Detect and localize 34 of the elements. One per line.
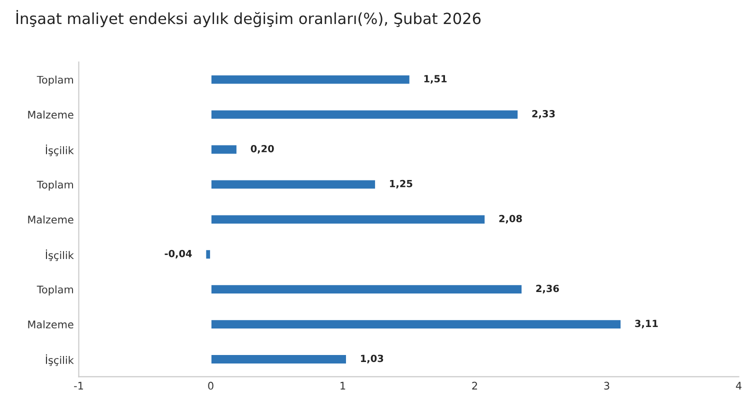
bar (210, 284, 523, 295)
bar (204, 248, 212, 260)
bar (210, 318, 622, 330)
bar (210, 354, 348, 365)
chart-title: İnşaat maliyet endeksi aylık değişim oranları(%), Şubat 2026 (16, 10, 481, 28)
y-tick-label: Toplam (36, 285, 74, 296)
data-label: 2,08 (499, 214, 522, 224)
data-label: 2,36 (536, 284, 559, 294)
x-tick-label: 1 (340, 382, 346, 390)
data-label: 1,03 (361, 354, 384, 364)
x-tick-label: 2 (472, 382, 478, 390)
data-label: 1,51 (424, 75, 447, 84)
data-label: 3,11 (635, 320, 658, 328)
bar (210, 108, 520, 120)
x-tick-label: 3 (604, 382, 610, 390)
x-tick-label: 4 (736, 382, 742, 390)
data-label: 1,25 (390, 180, 412, 189)
y-tick-label: İşçilik (46, 250, 74, 262)
y-tick-label: Malzeme (28, 320, 74, 328)
bar (210, 144, 238, 156)
y-tick-label: Malzeme (28, 215, 74, 224)
y-tick-label: Malzeme (28, 110, 74, 119)
y-tick-label: İşçilik (46, 144, 74, 156)
x-tick-label: -1 (74, 382, 83, 390)
bar (210, 178, 376, 190)
x-tick-label: 0 (208, 382, 214, 390)
data-label: 2,33 (532, 110, 555, 119)
bar (210, 214, 486, 226)
bar (210, 74, 411, 86)
y-tick-label: Toplam (36, 76, 74, 86)
data-label: -0,04 (164, 250, 192, 258)
y-tick-label: Toplam (36, 180, 74, 191)
y-tick-label: İşçilik (46, 354, 74, 366)
data-label: 0,20 (250, 144, 274, 154)
